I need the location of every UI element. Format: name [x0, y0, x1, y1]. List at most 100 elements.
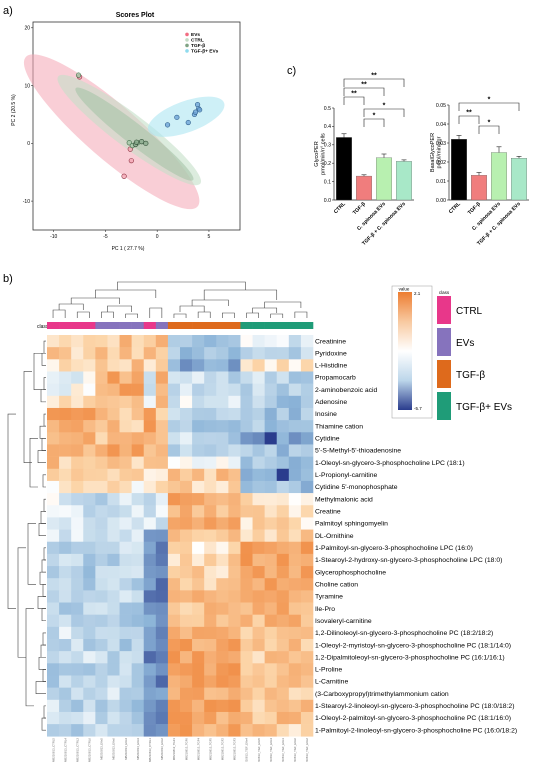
heatmap-cell [155, 432, 169, 445]
heatmap-cell [71, 663, 84, 676]
heatmap-cell [155, 566, 169, 579]
class-bar-cell [240, 322, 253, 329]
heatmap-cell [143, 359, 157, 372]
column-dendrogram-branch [58, 303, 84, 310]
heatmap-cell [276, 468, 290, 482]
panel-label-a: a) [3, 5, 13, 17]
heatmap-cell [119, 407, 132, 421]
heatmap-cell [107, 432, 120, 445]
heatmap-cell [204, 359, 217, 372]
heatmap-cell [180, 614, 193, 628]
row-label: L-Propionyl-carnitine [315, 472, 378, 479]
heatmap-cell [276, 711, 290, 725]
row-label: 1,2-Dipalmitoleoyl-sn-glycero-3-phosphoc… [315, 654, 505, 661]
heatmap-cell [131, 505, 145, 518]
heatmap-cell [83, 663, 96, 676]
heatmap-cell [119, 578, 132, 591]
heatmap-cell [240, 468, 253, 482]
heatmap-cell [59, 347, 72, 360]
heatmap-cell [95, 432, 108, 445]
heatmap-cell [240, 371, 253, 384]
heatmap-cell [240, 456, 253, 470]
row-label: L-Carnitine [315, 679, 348, 686]
heatmap-cell [143, 529, 157, 543]
column-dendrogram-branch [179, 305, 205, 312]
heatmap-cell [83, 553, 96, 567]
heatmap-cell [155, 724, 169, 737]
heatmap-cell [216, 614, 229, 628]
heatmap-cell [240, 675, 253, 688]
heatmap-cell [228, 699, 241, 713]
heatmap-cell [204, 724, 217, 737]
heatmap-cell [252, 371, 265, 384]
heatmap-cell [192, 675, 205, 688]
heatmap-cell [228, 566, 241, 579]
heatmap-cell [240, 711, 253, 725]
heatmap-cell [143, 432, 157, 445]
heatmap-cell [131, 444, 145, 457]
heatmap-cell [71, 541, 84, 555]
category-label: TGF-β [352, 201, 367, 216]
heatmap-cell [107, 566, 120, 579]
column-dendrogram-branch [197, 311, 211, 318]
heatmap-cell [180, 383, 193, 397]
heatmap-cell [192, 590, 205, 603]
class-legend-label: EVs [456, 338, 474, 349]
heatmap-cell [300, 711, 314, 725]
heatmap-cell [95, 468, 108, 482]
heatmap-cell [240, 566, 253, 579]
heatmap-cell [276, 407, 290, 421]
bar1-ylabel: GlycoPERpmol/min/n° cells [314, 133, 327, 175]
column-dendrogram-branch [149, 307, 163, 318]
heatmap-cell [143, 407, 157, 421]
heatmap-cell [131, 371, 145, 384]
heatmap-cell [264, 602, 278, 615]
heatmap-cell [192, 614, 205, 628]
heatmap-cell [228, 590, 241, 603]
heatmap-cell [276, 566, 290, 579]
heatmap-cell [119, 541, 132, 555]
heatmap-cell [228, 639, 241, 652]
heatmap-cell [83, 420, 96, 433]
heatmap-cell [47, 456, 60, 470]
heatmap-cell [119, 675, 132, 688]
heatmap-cell [300, 566, 314, 579]
heatmap-cell [71, 444, 84, 457]
heatmap-cell [131, 651, 145, 664]
heatmap-cell [204, 480, 217, 494]
heatmap-cell [167, 639, 181, 652]
row-label: Thiamine cation [315, 423, 363, 430]
class-bar-cell [192, 322, 205, 329]
column-label: MB210813_TGF2 [221, 738, 225, 761]
heatmap-cell [143, 468, 157, 482]
heatmap-cell [252, 407, 265, 421]
heatmap-cell [288, 383, 302, 397]
heatmap-cell [47, 480, 60, 494]
heatmap-cell [83, 444, 96, 457]
heatmap-cell [107, 529, 120, 543]
heatmap-cell [71, 553, 84, 567]
y-tick-label: 0.05 [436, 103, 446, 109]
heatmap-cell [119, 614, 132, 628]
heatmap-cell [83, 711, 96, 725]
heatmap-cell [59, 480, 72, 494]
heatmap-cell [167, 347, 181, 360]
heatmap-cell [131, 420, 145, 433]
row-label: Cytidine 5'-monophosphate [315, 484, 398, 491]
heatmap-cell [288, 590, 302, 603]
bar [491, 152, 507, 201]
heatmap-cell [167, 480, 181, 494]
heatmap-cell [71, 699, 84, 713]
row-label: 1-Oleoyl-2-palmitoyl-sn-glycero-3-phosph… [315, 715, 511, 722]
y-tick-label: 0 [27, 141, 30, 147]
row-dendrogram-branch [40, 644, 46, 658]
heatmap-cell [180, 347, 193, 360]
heatmap-cell [47, 675, 60, 688]
heatmap-cell [216, 541, 229, 555]
heatmap-cell [155, 395, 169, 409]
heatmap-cell [240, 432, 253, 445]
heatmap-cell [180, 626, 193, 640]
heatmap-cell [95, 724, 108, 737]
heatmap-cell [180, 480, 193, 494]
heatmap-cell [131, 456, 145, 470]
